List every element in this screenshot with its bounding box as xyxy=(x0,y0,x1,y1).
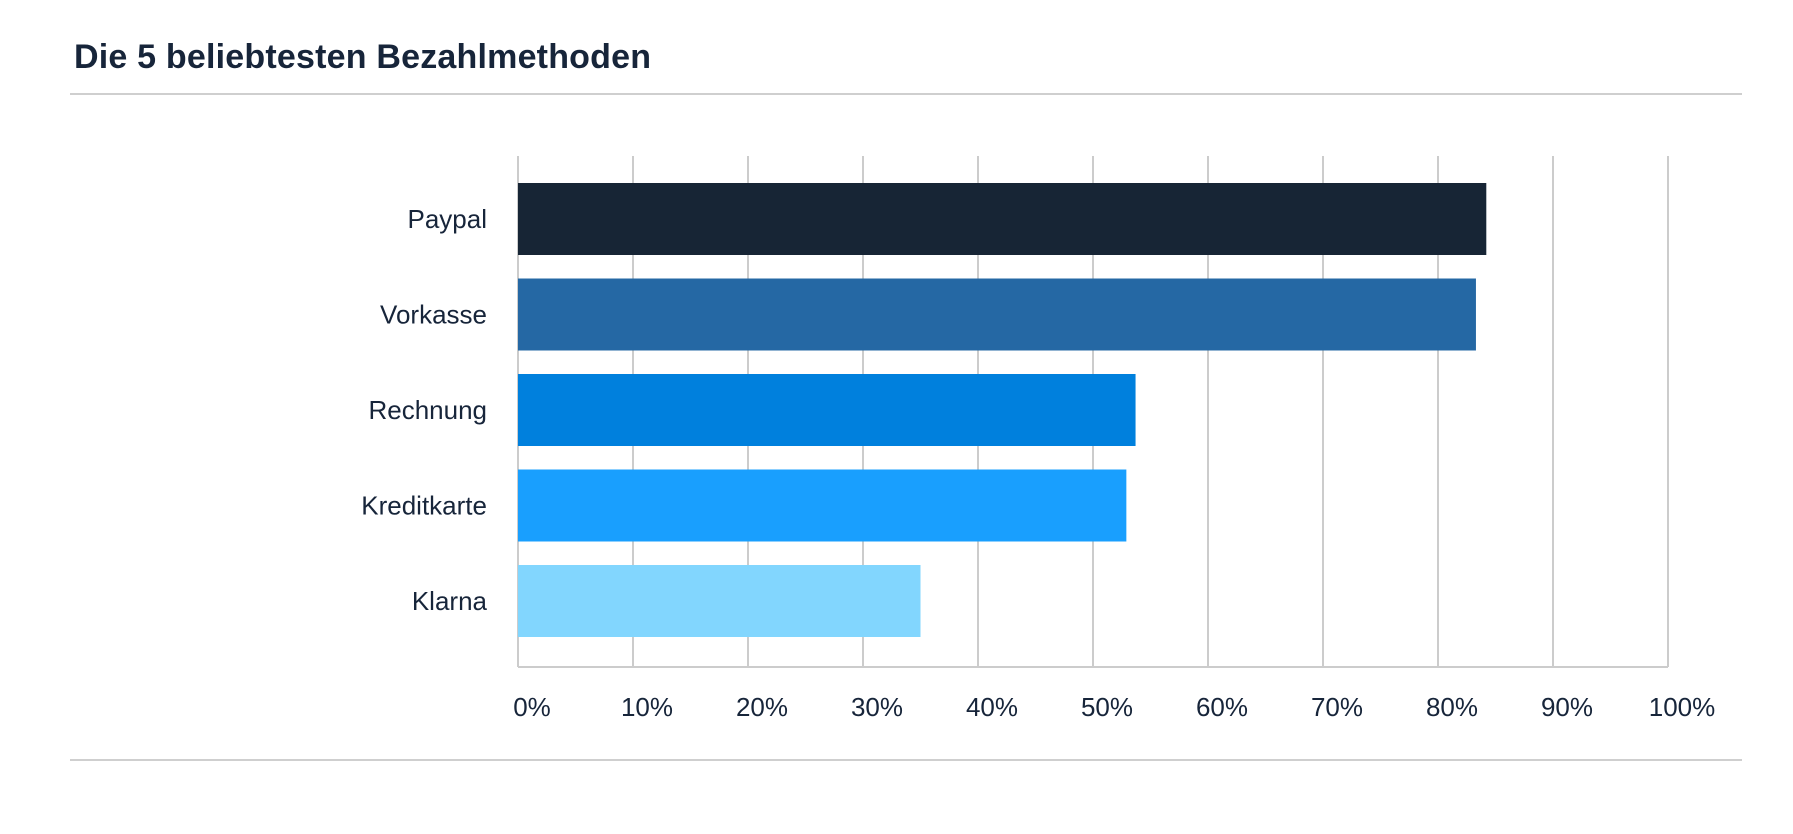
footer-divider xyxy=(70,759,1742,761)
x-tick-labels: 0% 10% 20% 30% 40% 50% 60% 70% 80% 90% 100% xyxy=(513,692,1715,722)
category-label-paypal: Paypal xyxy=(408,204,488,234)
category-label-rechnung: Rechnung xyxy=(368,395,487,425)
x-tick-label-7: 70% xyxy=(1311,692,1363,722)
bar-klarna xyxy=(518,565,921,637)
x-tick-label-3: 30% xyxy=(851,692,903,722)
bar-vorkasse xyxy=(518,278,1476,351)
category-label-kreditkarte: Kreditkarte xyxy=(361,491,487,521)
x-tick-label-5: 50% xyxy=(1081,692,1133,722)
title-divider xyxy=(70,93,1742,95)
category-labels: Paypal Vorkasse Rechnung Kreditkarte Klarna xyxy=(361,204,487,616)
bar-rechnung xyxy=(518,374,1136,446)
x-tick-label-4: 40% xyxy=(966,692,1018,722)
chart-title: Die 5 beliebtesten Bezahlmethoden xyxy=(74,38,652,76)
x-tick-label-2: 20% xyxy=(736,692,788,722)
x-tick-label-8: 80% xyxy=(1426,692,1478,722)
category-label-klarna: Klarna xyxy=(412,586,488,616)
bar-paypal xyxy=(518,183,1487,255)
x-tick-label-10: 100% xyxy=(1649,692,1716,722)
bar-kreditkarte xyxy=(518,469,1127,542)
bars xyxy=(518,183,1487,637)
x-tick-label-9: 90% xyxy=(1541,692,1593,722)
category-label-vorkasse: Vorkasse xyxy=(380,300,487,330)
x-tick-label-6: 60% xyxy=(1196,692,1248,722)
x-tick-label-1: 10% xyxy=(621,692,673,722)
x-tick-label-0: 0% xyxy=(513,692,551,722)
